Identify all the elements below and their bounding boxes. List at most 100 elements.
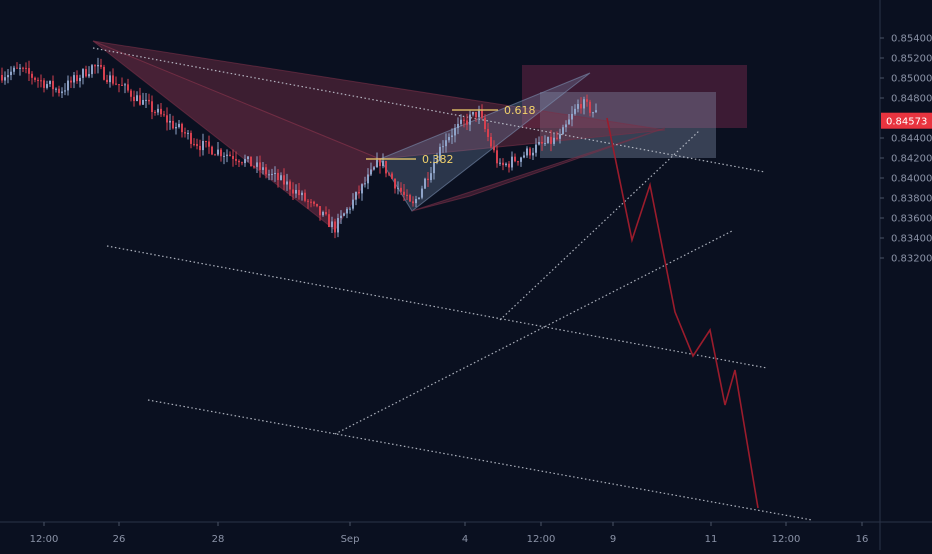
candle[interactable]: [487, 123, 489, 142]
candle[interactable]: [433, 155, 435, 180]
candle[interactable]: [13, 65, 15, 75]
candle[interactable]: [121, 77, 123, 86]
candle[interactable]: [232, 149, 234, 167]
candle[interactable]: [544, 135, 546, 147]
candle[interactable]: [178, 120, 180, 129]
candle[interactable]: [442, 140, 444, 153]
candle[interactable]: [82, 68, 84, 85]
channel-upper-line[interactable]: [92, 47, 766, 173]
candle[interactable]: [76, 70, 78, 84]
candle[interactable]: [316, 203, 318, 208]
candle[interactable]: [88, 66, 90, 79]
candle[interactable]: [508, 161, 510, 173]
candle[interactable]: [514, 153, 516, 163]
candle[interactable]: [172, 115, 174, 130]
candle[interactable]: [334, 218, 336, 239]
candle[interactable]: [70, 76, 72, 88]
candle[interactable]: [421, 185, 423, 200]
candle[interactable]: [394, 178, 396, 194]
candle[interactable]: [196, 138, 198, 150]
candle[interactable]: [577, 99, 579, 113]
candle[interactable]: [274, 166, 276, 182]
candle[interactable]: [484, 114, 486, 133]
candle[interactable]: [397, 181, 399, 195]
candle[interactable]: [571, 106, 573, 127]
candle[interactable]: [574, 104, 576, 116]
candle[interactable]: [58, 85, 60, 97]
candle[interactable]: [271, 168, 273, 181]
candle[interactable]: [124, 82, 126, 94]
candle[interactable]: [415, 195, 417, 208]
candle[interactable]: [469, 110, 471, 132]
candle[interactable]: [568, 114, 570, 125]
candle[interactable]: [235, 151, 237, 165]
candle[interactable]: [301, 190, 303, 201]
candle[interactable]: [475, 111, 477, 122]
candle[interactable]: [217, 142, 219, 157]
candle[interactable]: [424, 177, 426, 189]
candle[interactable]: [388, 172, 390, 177]
candle[interactable]: [556, 131, 558, 141]
candle[interactable]: [205, 140, 207, 148]
candle[interactable]: [409, 193, 411, 202]
candle[interactable]: [118, 84, 120, 93]
candle[interactable]: [400, 182, 402, 195]
candle[interactable]: [52, 75, 54, 97]
candle[interactable]: [379, 157, 381, 174]
candle[interactable]: [46, 80, 48, 90]
candle[interactable]: [346, 206, 348, 219]
support-trendline-1[interactable]: [334, 230, 733, 435]
candle[interactable]: [64, 83, 66, 96]
candle[interactable]: [595, 103, 597, 113]
channel-lower-line[interactable]: [147, 399, 813, 521]
candle[interactable]: [517, 160, 519, 166]
candle[interactable]: [310, 199, 312, 208]
candle[interactable]: [538, 136, 540, 146]
candle[interactable]: [361, 183, 363, 201]
candle[interactable]: [493, 140, 495, 153]
candle[interactable]: [148, 93, 150, 105]
candle[interactable]: [418, 197, 420, 200]
candle[interactable]: [193, 138, 195, 147]
candle[interactable]: [586, 94, 588, 107]
candle[interactable]: [103, 64, 105, 81]
candle[interactable]: [382, 153, 384, 169]
candle[interactable]: [541, 136, 543, 151]
candle[interactable]: [523, 151, 525, 159]
candle[interactable]: [547, 136, 549, 144]
candle[interactable]: [43, 78, 45, 93]
candle[interactable]: [436, 152, 438, 165]
candle[interactable]: [358, 185, 360, 199]
candle[interactable]: [304, 189, 306, 203]
candle[interactable]: [16, 62, 18, 69]
candle[interactable]: [40, 74, 42, 88]
candle[interactable]: [286, 173, 288, 191]
candle[interactable]: [313, 200, 315, 207]
candle[interactable]: [499, 158, 501, 166]
candle[interactable]: [163, 110, 165, 117]
candle[interactable]: [445, 133, 447, 153]
candle[interactable]: [553, 133, 555, 146]
candle[interactable]: [406, 189, 408, 200]
candle[interactable]: [184, 127, 186, 138]
candle[interactable]: [187, 130, 189, 140]
candle[interactable]: [490, 132, 492, 149]
candle[interactable]: [145, 93, 147, 108]
candle[interactable]: [385, 160, 387, 178]
candle[interactable]: [373, 166, 375, 171]
candle[interactable]: [181, 122, 183, 138]
candle[interactable]: [259, 155, 261, 178]
candle[interactable]: [430, 167, 432, 183]
candle[interactable]: [529, 146, 531, 159]
candle[interactable]: [49, 80, 51, 87]
candle[interactable]: [31, 71, 33, 85]
candle[interactable]: [223, 152, 225, 165]
candle[interactable]: [505, 162, 507, 167]
candle[interactable]: [532, 147, 534, 161]
candle[interactable]: [169, 113, 171, 130]
candle[interactable]: [106, 74, 108, 84]
candle[interactable]: [28, 60, 30, 82]
candle[interactable]: [220, 147, 222, 162]
candle[interactable]: [478, 105, 480, 125]
candle[interactable]: [448, 133, 450, 143]
